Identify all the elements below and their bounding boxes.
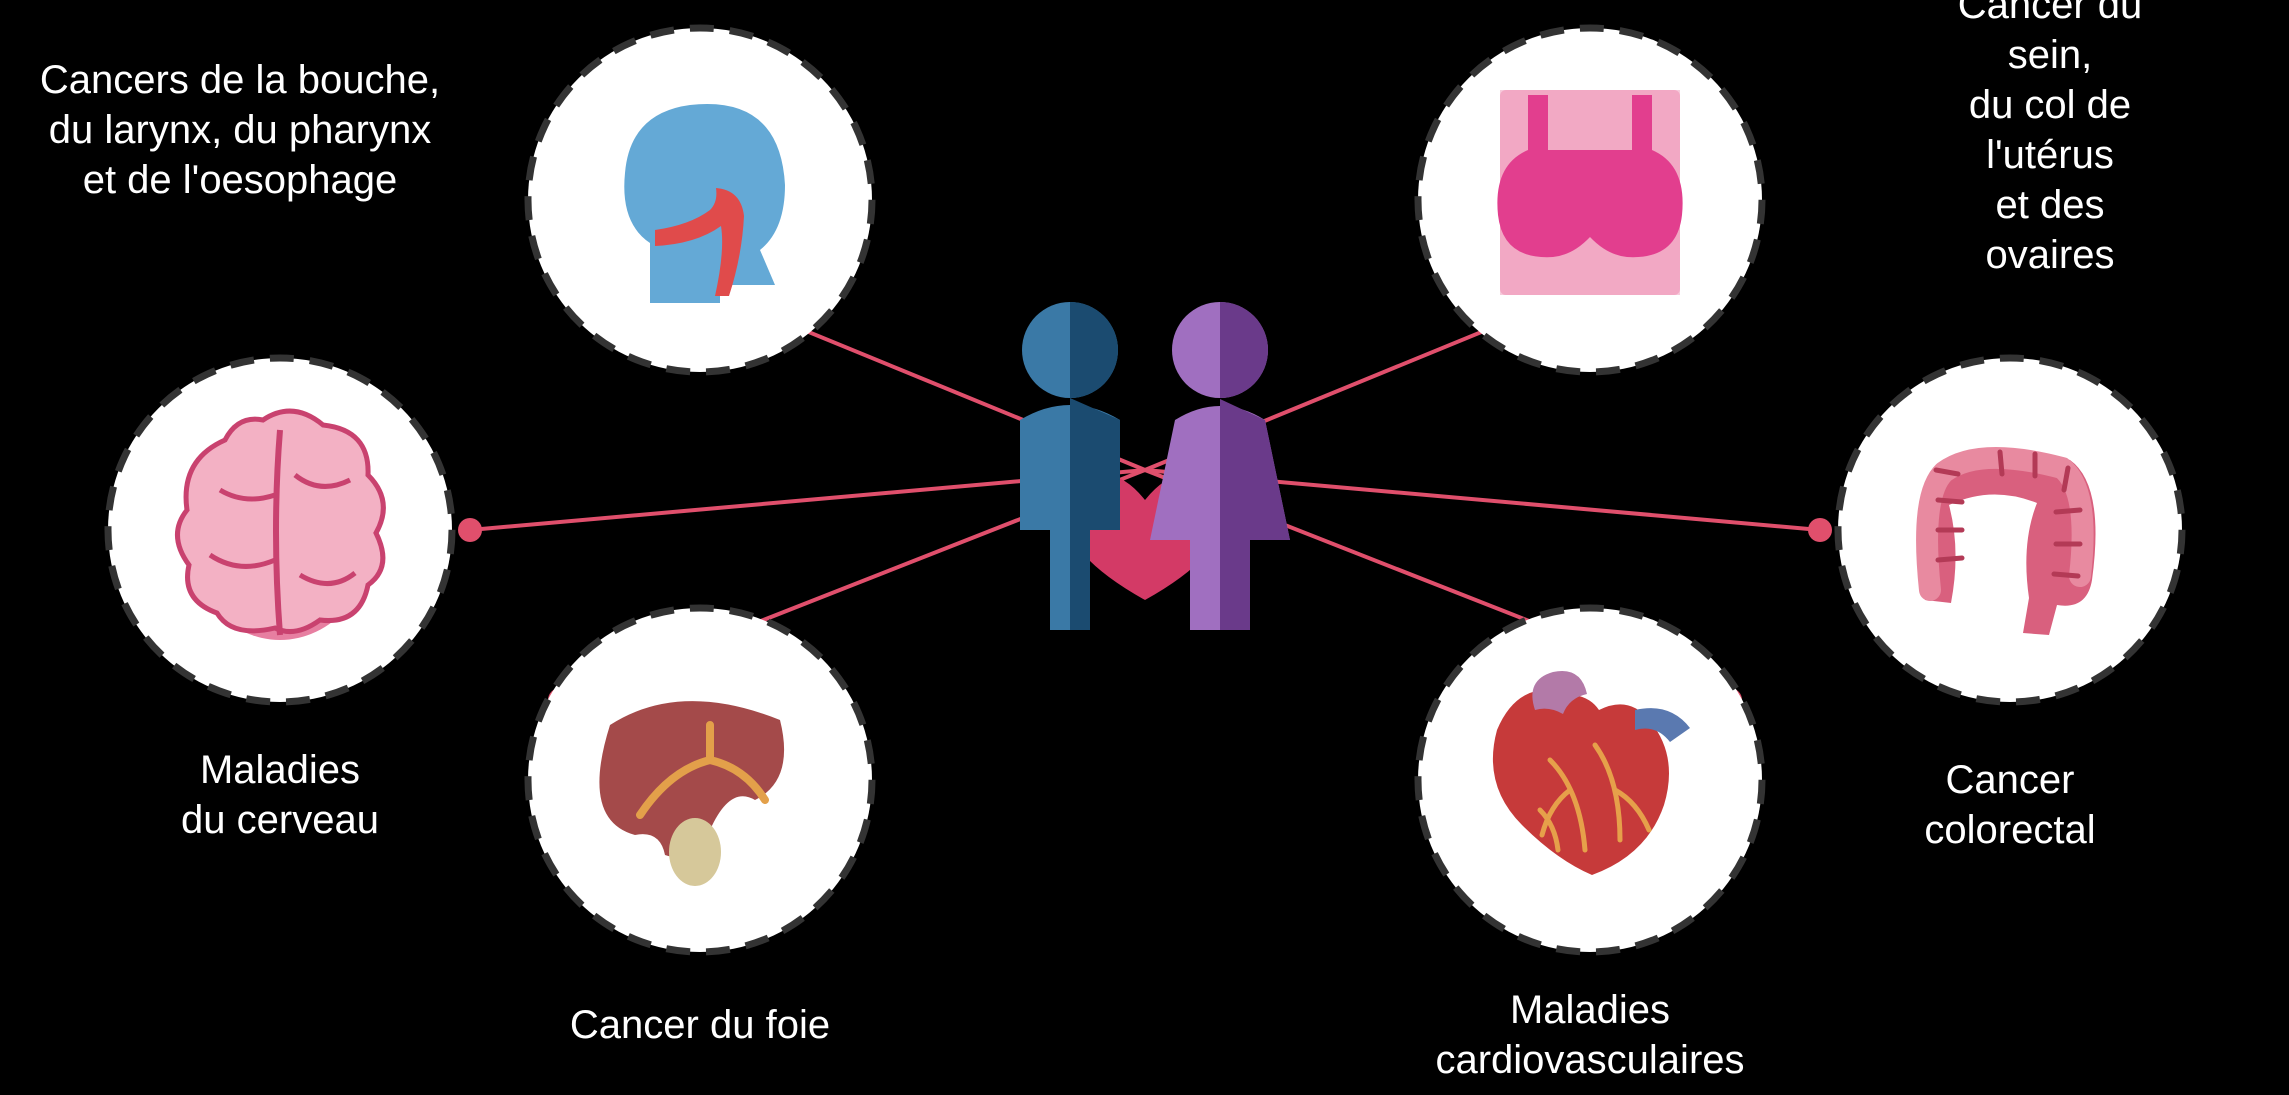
- node-liver: [528, 608, 872, 952]
- label-throat: Cancers de la bouche, du larynx, du phar…: [40, 55, 440, 205]
- node-brain: [108, 358, 452, 702]
- breast-icon: [1497, 90, 1682, 295]
- node-throat: [528, 28, 872, 372]
- node-breast: [1418, 28, 1762, 372]
- label-breast: Cancer du sein, du col de l'utérus et de…: [1931, 0, 2170, 280]
- label-colon: Cancer colorectal: [1924, 755, 2095, 855]
- label-liver: Cancer du foie: [570, 1000, 830, 1050]
- label-brain: Maladies du cerveau: [181, 745, 379, 845]
- node-heart: [1418, 608, 1762, 952]
- label-heart: Maladies cardiovasculaires: [1435, 985, 1744, 1085]
- infographic-stage: Cancers de la bouche, du larynx, du phar…: [0, 0, 2289, 1095]
- node-colon: [1838, 358, 2182, 702]
